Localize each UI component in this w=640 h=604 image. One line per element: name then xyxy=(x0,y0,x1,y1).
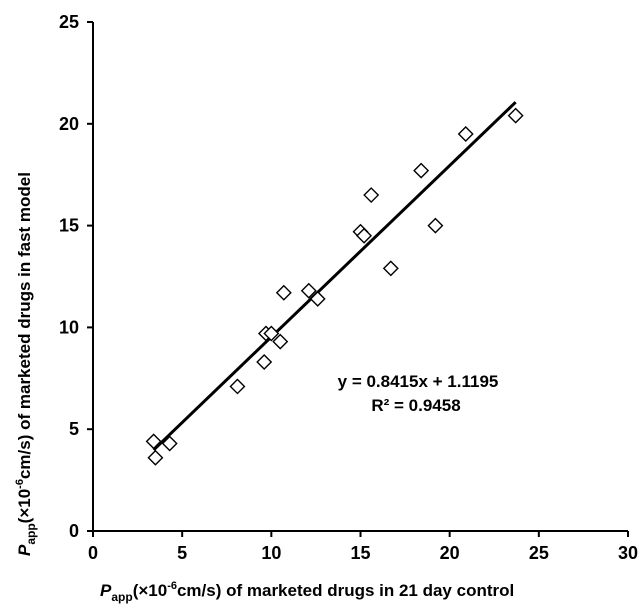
y-axis-title: Papp(×10-6cm/s) of marketed drugs in fas… xyxy=(14,172,38,556)
x-tick-label: 10 xyxy=(261,543,281,563)
x-axis-title-prefix: P xyxy=(100,581,112,600)
data-point xyxy=(382,260,399,277)
r-squared-label: R² = 0.9458 xyxy=(371,396,460,415)
y-ticks: 0 5 10 15 20 25 xyxy=(59,12,93,541)
data-point xyxy=(229,378,246,395)
x-tick-label: 0 xyxy=(88,543,98,563)
data-point xyxy=(457,125,474,142)
y-axis-title-prefix: P xyxy=(15,544,34,556)
data-point xyxy=(256,354,273,371)
y-tick-label: 15 xyxy=(59,216,79,236)
data-point xyxy=(263,325,280,342)
y-axis-title-unit: (×10 xyxy=(15,489,34,524)
y-axis-title-exponent: -6 xyxy=(14,479,26,489)
y-tick-label: 20 xyxy=(59,114,79,134)
data-point xyxy=(145,433,162,450)
x-tick-label: 20 xyxy=(440,543,460,563)
y-tick-label: 10 xyxy=(59,317,79,337)
x-tick-label: 25 xyxy=(529,543,549,563)
data-point xyxy=(147,449,164,466)
x-axis-title-rest: cm/s) of marketed drugs in 21 day contro… xyxy=(177,581,514,600)
x-tick-label: 15 xyxy=(350,543,370,563)
x-axis-title-exponent: -6 xyxy=(167,580,177,592)
trendline xyxy=(152,101,517,452)
data-point xyxy=(356,227,373,244)
y-tick-label: 5 xyxy=(69,419,79,439)
y-axis-title-rest: cm/s) of marketed drugs in fast model xyxy=(15,172,34,479)
data-point xyxy=(272,333,289,350)
data-point xyxy=(309,290,326,307)
data-point xyxy=(300,282,317,299)
x-axis-title: Papp(×10-6cm/s) of marketed drugs in 21 … xyxy=(100,580,514,604)
x-tick-label: 30 xyxy=(618,543,638,563)
data-point xyxy=(507,107,524,124)
y-axis-title-subscript: app xyxy=(24,523,38,544)
regression-equation: y = 0.8415x + 1.1195 xyxy=(338,372,499,391)
data-point xyxy=(161,435,178,452)
y-tick-label: 25 xyxy=(59,12,79,32)
data-point xyxy=(427,217,444,234)
data-point xyxy=(275,284,292,301)
x-axis-title-unit: (×10 xyxy=(133,581,168,600)
x-axis-title-subscript: app xyxy=(111,590,132,604)
data-point xyxy=(413,162,430,179)
x-tick-label: 5 xyxy=(177,543,187,563)
data-points xyxy=(145,107,524,466)
x-ticks: 0 5 10 15 20 25 30 xyxy=(88,531,638,563)
trendline-group xyxy=(152,101,517,452)
data-point xyxy=(363,187,380,204)
y-tick-label: 0 xyxy=(69,521,79,541)
axes xyxy=(92,22,628,532)
